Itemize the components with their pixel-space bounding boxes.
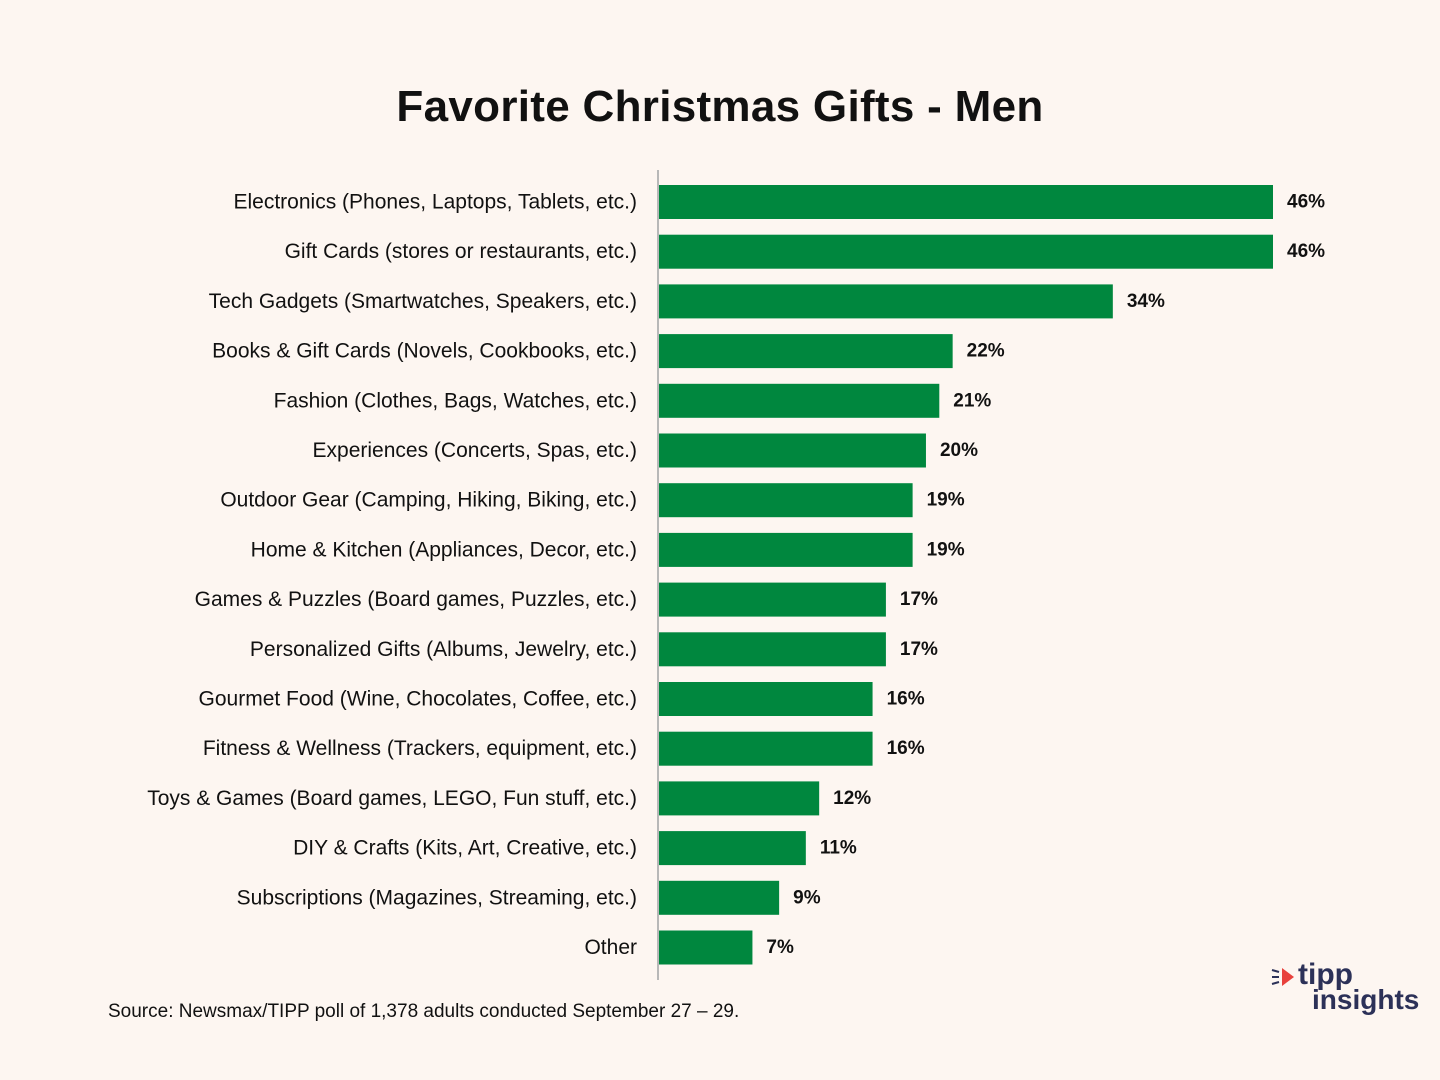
category-label: Subscriptions (Magazines, Streaming, etc… [237,886,637,909]
value-label: 17% [900,589,938,610]
bar [659,234,1273,269]
bar [659,632,886,667]
value-label: 11% [820,838,857,859]
bar [659,185,1273,219]
category-label: Experiences (Concerts, Spas, etc.) [313,439,637,462]
value-label: 46% [1287,241,1325,262]
logo-text-insights: insights [1312,984,1420,1015]
category-label: Books & Gift Cards (Novels, Cookbooks, e… [212,340,637,363]
category-label: Games & Puzzles (Board games, Puzzles, e… [195,588,637,611]
bar [659,731,873,766]
category-label: Toys & Games (Board games, LEGO, Fun stu… [147,787,637,810]
value-label: 34% [1127,291,1165,312]
bar [659,682,873,716]
value-label: 16% [887,689,925,710]
bar [659,582,886,617]
value-label: 17% [900,639,938,660]
bar [659,433,926,468]
value-label: 7% [766,937,794,958]
category-label: Gourmet Food (Wine, Chocolates, Coffee, … [199,688,637,711]
category-label: Fitness & Wellness (Trackers, equipment,… [203,737,637,760]
category-label: Electronics (Phones, Laptops, Tablets, e… [234,191,638,214]
category-label: Other [584,936,637,959]
value-label: 20% [940,440,978,461]
category-label: Personalized Gifts (Albums, Jewelry, etc… [250,638,637,661]
bar [659,880,780,915]
logo-mark-icon [1271,968,1294,986]
bar [659,781,820,816]
logo-text-tipp: tipp [1298,958,1353,991]
tipp-insights-logo: tipp insights [1266,958,1426,1020]
category-label: Outdoor Gear (Camping, Hiking, Biking, e… [220,489,637,512]
bar [659,334,953,369]
bar [659,831,806,866]
chart-title: Favorite Christmas Gifts - Men [396,82,1044,131]
bar [659,383,940,418]
bar [659,284,1113,319]
category-label: DIY & Crafts (Kits, Art, Creative, etc.) [293,837,637,860]
category-label: Gift Cards (stores or restaurants, etc.) [285,240,637,263]
value-label: 19% [927,539,965,560]
category-label: Fashion (Clothes, Bags, Watches, etc.) [274,389,637,412]
bar [659,532,913,567]
value-label: 16% [887,738,925,759]
value-label: 22% [967,341,1005,362]
value-label: 21% [953,390,991,411]
bar [659,930,753,965]
value-label: 46% [1287,192,1325,213]
value-label: 12% [833,788,871,809]
source-note: Source: Newsmax/TIPP poll of 1,378 adult… [108,1001,740,1022]
value-label: 9% [793,887,821,908]
value-label: 19% [927,490,965,511]
bar [659,483,913,518]
category-label: Home & Kitchen (Appliances, Decor, etc.) [251,538,637,561]
category-label: Tech Gadgets (Smartwatches, Speakers, et… [209,290,637,313]
